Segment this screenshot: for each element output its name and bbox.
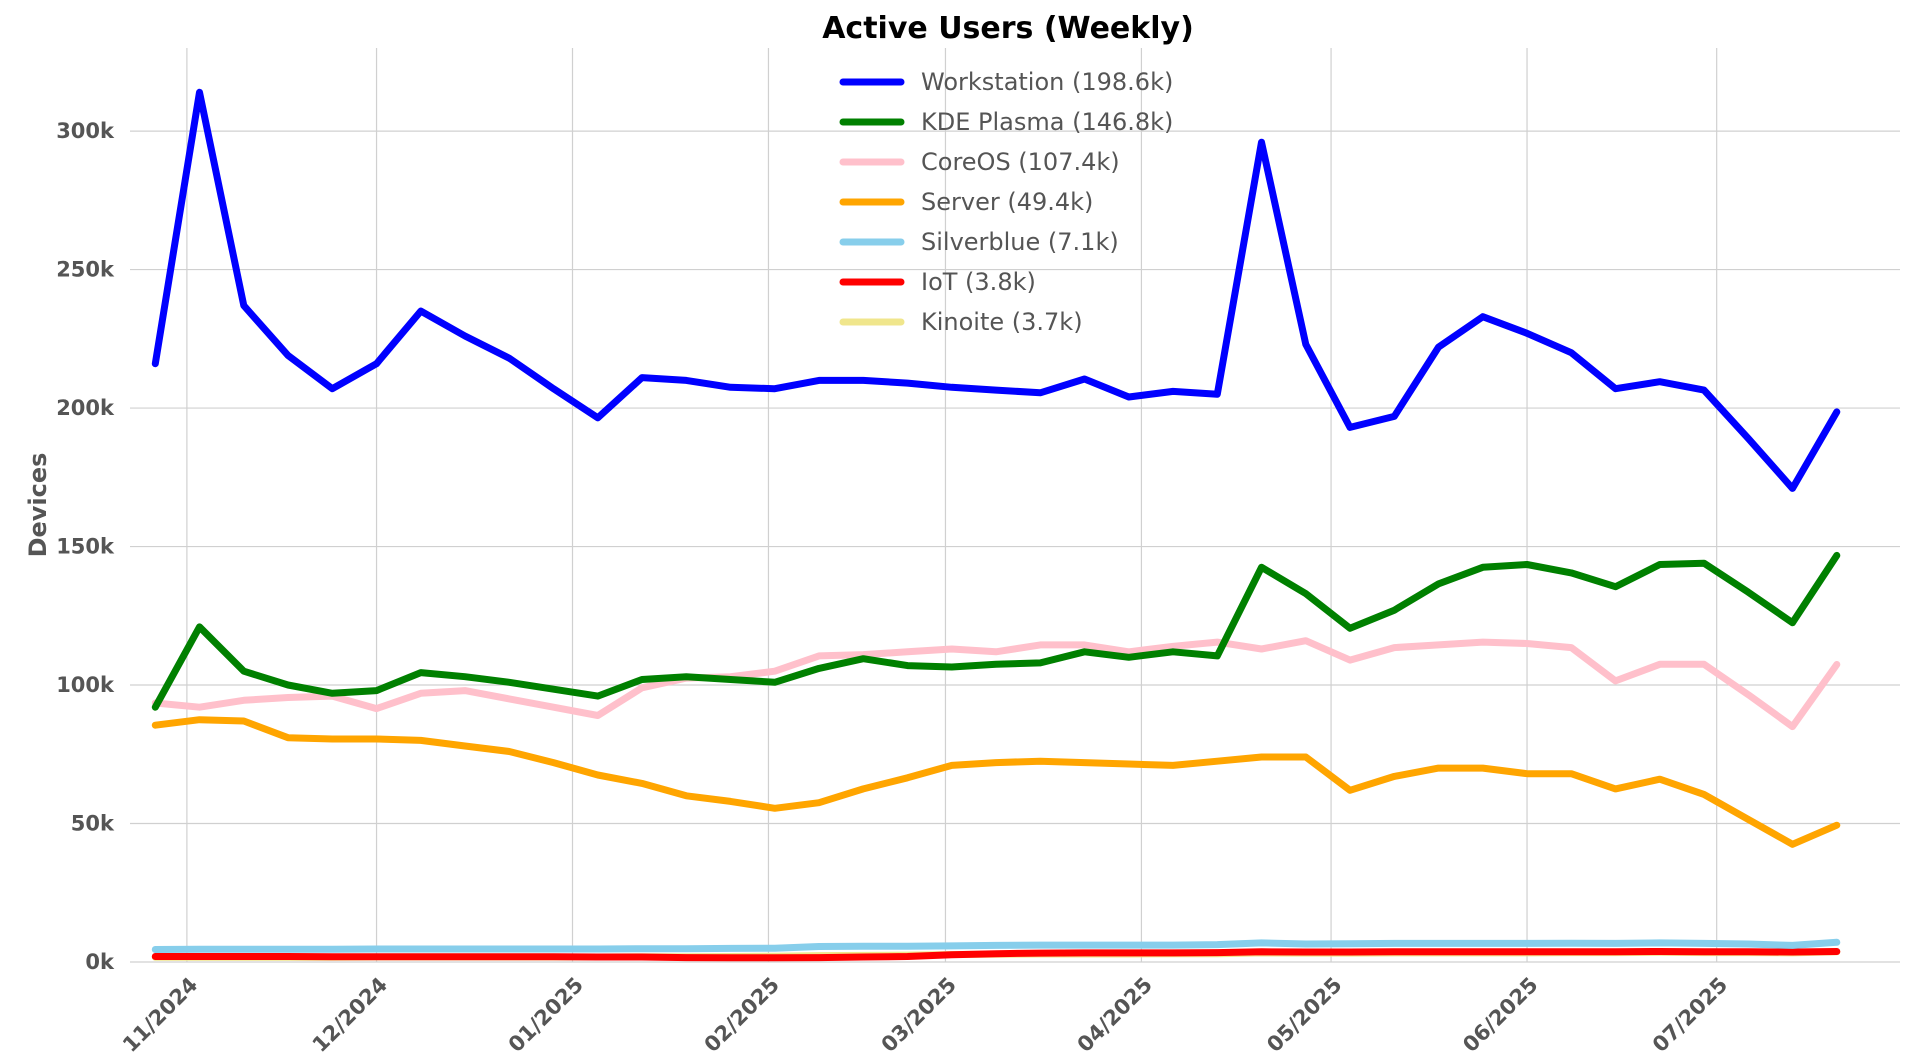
x-tick-label: 05/2025 xyxy=(1262,973,1346,1057)
y-tick-label: 200k xyxy=(56,396,115,420)
legend-entry: Workstation (198.6k) xyxy=(921,68,1173,96)
series-line xyxy=(151,88,1841,492)
series-line xyxy=(151,948,1841,962)
x-tick-label: 01/2025 xyxy=(504,973,588,1057)
x-tick-label: 12/2024 xyxy=(308,973,392,1057)
y-tick-label: 0k xyxy=(85,950,115,974)
y-tick-label: 300k xyxy=(56,119,115,143)
legend-entry: KDE Plasma (146.8k) xyxy=(921,108,1173,136)
legend-entry: CoreOS (107.4k) xyxy=(921,148,1120,176)
x-tick-label: 04/2025 xyxy=(1073,973,1157,1057)
chart-title: Active Users (Weekly) xyxy=(822,11,1194,46)
series-line xyxy=(151,637,1841,731)
y-tick-label: 100k xyxy=(56,673,115,697)
legend-entry: Silverblue (7.1k) xyxy=(921,228,1119,256)
y-axis-ticks: 0k 50k 100k 150k 200k 250k 300k xyxy=(56,119,115,974)
series-line xyxy=(151,716,1841,848)
series-line xyxy=(151,938,1841,953)
legend-entry: Server (49.4k) xyxy=(921,188,1093,216)
legend-entry: IoT (3.8k) xyxy=(921,268,1036,296)
x-axis-ticks: 11/2024 12/2024 01/2025 02/2025 03/2025 04/20… xyxy=(118,973,1732,1057)
legend: Workstation (198.6k) KDE Plasma (146.8k) C… xyxy=(839,68,1173,336)
y-tick-label: 150k xyxy=(56,535,115,559)
y-axis-label: Devices xyxy=(24,453,52,558)
grid xyxy=(130,48,1900,963)
y-tick-label: 50k xyxy=(71,812,115,836)
x-tick-label: 03/2025 xyxy=(877,973,961,1057)
x-tick-label: 06/2025 xyxy=(1458,973,1542,1057)
x-tick-label: 11/2024 xyxy=(118,973,202,1057)
x-tick-label: 07/2025 xyxy=(1648,973,1732,1057)
y-tick-label: 250k xyxy=(56,258,115,282)
series-lines xyxy=(151,88,1841,962)
x-tick-label: 02/2025 xyxy=(700,973,784,1057)
series-line xyxy=(151,551,1841,711)
legend-entry: Kinoite (3.7k) xyxy=(921,308,1083,336)
